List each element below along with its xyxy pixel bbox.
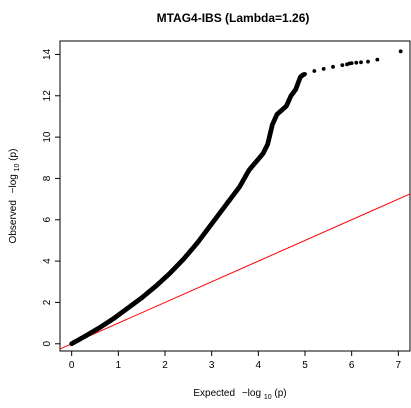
- y-tick-label: 6: [42, 217, 53, 223]
- x-tick-label: 6: [349, 360, 355, 371]
- qq-point: [354, 61, 358, 65]
- qq-point: [312, 69, 316, 73]
- qq-point: [331, 65, 335, 69]
- x-axis-label-minus-log: −log: [242, 388, 261, 399]
- x-tick-label: 5: [302, 360, 308, 371]
- y-axis-label-minus-log: −log: [8, 174, 19, 193]
- y-tick-label: 14: [42, 48, 53, 60]
- y-axis-label-arg: (p): [8, 149, 19, 161]
- qq-point: [350, 61, 354, 65]
- points-layer: [69, 49, 402, 346]
- x-axis-label-subscript: 10: [264, 394, 272, 401]
- x-tick-label: 1: [116, 360, 122, 371]
- x-tick-label: 0: [69, 360, 75, 371]
- plot-title: MTAG4-IBS (Lambda=1.26): [157, 11, 310, 25]
- y-tick-label: 10: [42, 131, 53, 143]
- x-tick-label: 2: [162, 360, 168, 371]
- qq-point: [303, 72, 307, 76]
- qq-point: [322, 67, 326, 71]
- qq-point: [375, 58, 379, 62]
- qq-point: [359, 60, 363, 64]
- y-tick-label: 2: [42, 299, 53, 305]
- y-axis-label: Observed −log 10 (p): [8, 149, 22, 244]
- qq-point: [366, 60, 370, 64]
- x-tick-label: 4: [256, 360, 262, 371]
- qq-point: [399, 49, 403, 53]
- x-axis-label-arg: (p): [274, 388, 286, 399]
- qq-point: [340, 63, 344, 67]
- y-axis-label-subscript: 10: [14, 163, 21, 171]
- x-tick-label: 7: [396, 360, 402, 371]
- y-tick-label: 8: [42, 175, 53, 181]
- x-axis-label: Expected −log 10 (p): [193, 388, 286, 402]
- y-axis: 0 2 4 6 8 10 12 14: [42, 48, 60, 346]
- x-axis: 0 1 2 3 4 5 6 7: [69, 351, 402, 371]
- expected-diagonal-line: [60, 194, 410, 349]
- x-tick-label: 3: [209, 360, 215, 371]
- x-axis-label-prefix: Expected: [193, 388, 235, 399]
- y-axis-label-prefix: Observed: [8, 200, 19, 243]
- reference-line-layer: [60, 194, 410, 349]
- y-tick-label: 0: [42, 341, 53, 347]
- y-tick-label: 4: [42, 258, 53, 264]
- y-tick-label: 12: [42, 90, 53, 102]
